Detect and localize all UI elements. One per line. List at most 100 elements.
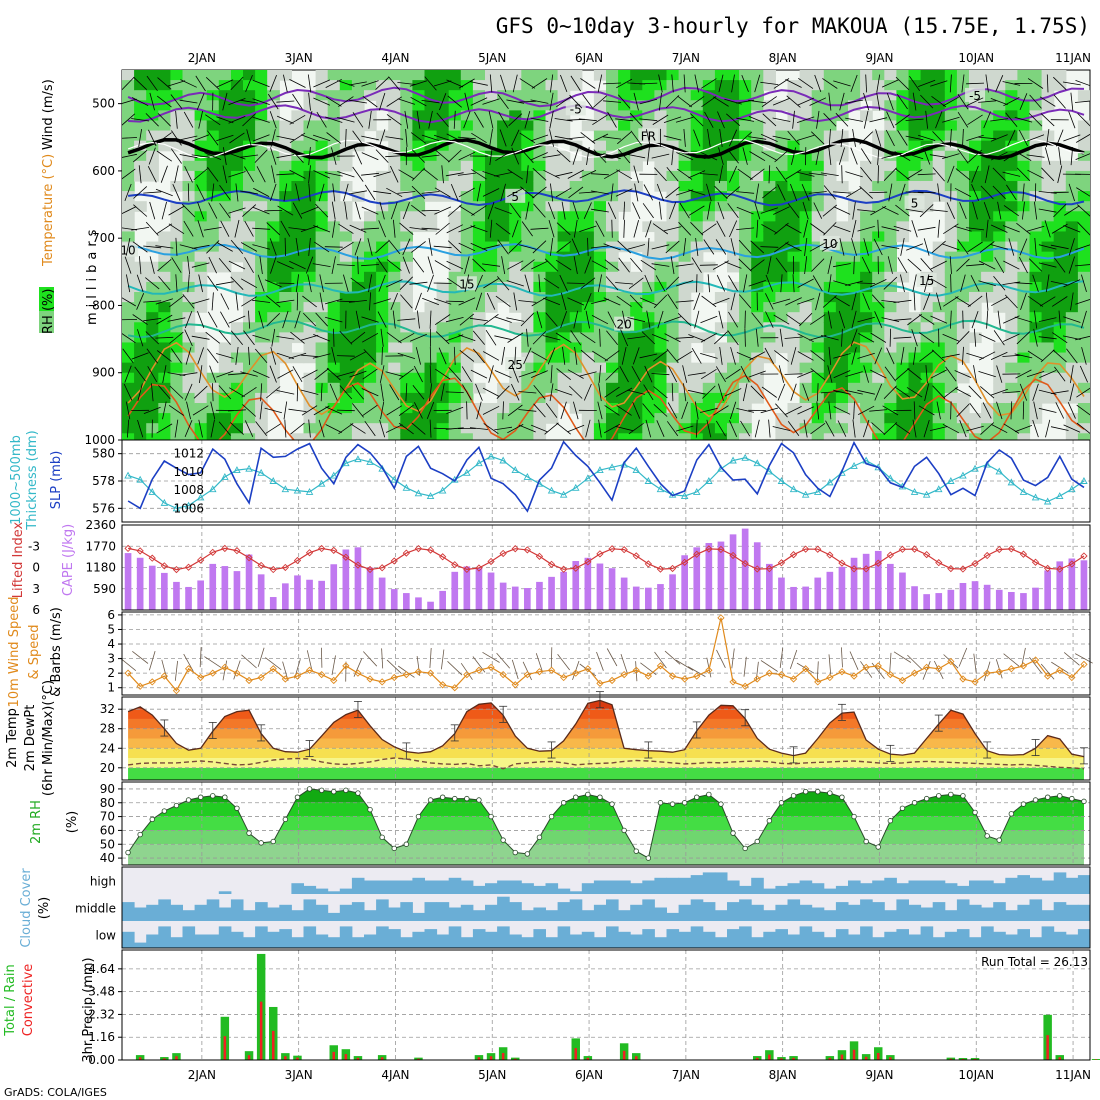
- wind-barb: [580, 349, 595, 363]
- wind-barb: [894, 151, 911, 162]
- wind-barb: [230, 76, 244, 91]
- cape-bar: [874, 550, 882, 610]
- rh-cell: [291, 271, 305, 283]
- rh-cell: [146, 70, 159, 81]
- rh-cell: [569, 322, 583, 333]
- rh-cell: [243, 342, 256, 354]
- wind-barb: [458, 187, 475, 198]
- wind-barb: [809, 97, 827, 106]
- rh-cell: [472, 292, 486, 303]
- rh-cell: [267, 302, 280, 313]
- wind-barb: [749, 151, 766, 162]
- rh-cell: [545, 221, 559, 233]
- wind-barb: [388, 239, 401, 255]
- rh-cell: [460, 382, 474, 394]
- wind-barb: [622, 310, 627, 329]
- rh-cell: [364, 261, 377, 273]
- rh-cell: [944, 231, 958, 243]
- rh-point: [573, 794, 579, 800]
- rh-cell: [1005, 302, 1018, 313]
- rh-point: [512, 849, 518, 856]
- wind-barb: [623, 219, 625, 238]
- wind-barb: [215, 281, 234, 286]
- rh-cell: [134, 352, 147, 364]
- wind-barb: [296, 383, 299, 402]
- rh-cell: [993, 160, 1006, 172]
- wind-barb: [228, 260, 246, 270]
- rh-point: [415, 813, 422, 820]
- wind-barb: [525, 201, 530, 220]
- cape-bar: [499, 582, 507, 610]
- wind-barb: [241, 278, 258, 289]
- wind-barb: [761, 386, 777, 398]
- rh-cell: [448, 100, 462, 111]
- wind-barb: [695, 419, 698, 438]
- rh-cell: [1029, 302, 1043, 313]
- rh-cell: [134, 433, 147, 440]
- wind-barb: [1003, 150, 1020, 162]
- wind-barb: [519, 259, 535, 271]
- temp-band: [128, 700, 1085, 710]
- lifted-index-point: [681, 558, 689, 566]
- wind-barb: [1064, 205, 1080, 216]
- rh-cell: [932, 292, 946, 303]
- wind-barb: [373, 171, 391, 178]
- rh-cell: [279, 261, 292, 273]
- wind-barb: [597, 74, 603, 93]
- wind-barb: [802, 383, 810, 401]
- rh-cell: [327, 90, 341, 101]
- wind-barb: [1053, 94, 1066, 109]
- wind-barb: [883, 167, 897, 181]
- rh-cell: [388, 70, 401, 81]
- wind-barb: [618, 148, 631, 164]
- wind-barb: [242, 113, 256, 127]
- wind-barb: [959, 202, 967, 220]
- wind-barb: [785, 79, 802, 88]
- rh-cell: [206, 251, 220, 263]
- rh-cell: [388, 372, 401, 384]
- wind-barb: [736, 191, 755, 194]
- rh-cell: [811, 251, 825, 263]
- wind-barb: [942, 116, 960, 123]
- rh-cell: [533, 322, 547, 333]
- rh-cell: [194, 392, 208, 404]
- wind10-barb: [849, 651, 859, 670]
- wind-barb: [362, 95, 378, 108]
- wind-barb: [1038, 244, 1057, 250]
- rh-cell: [908, 382, 922, 394]
- rh-cell: [981, 292, 994, 303]
- rh-point: [657, 800, 664, 806]
- rh-cell: [811, 70, 825, 81]
- wind-barb: [693, 129, 701, 147]
- lifted-index-point: [354, 561, 362, 569]
- rh-cell: [472, 221, 486, 233]
- rh-cell: [1005, 181, 1018, 192]
- wind-barb: [727, 203, 739, 219]
- wind-barb: [445, 172, 464, 177]
- rh-cell: [1077, 90, 1090, 101]
- wind-barb: [195, 75, 206, 92]
- wind-barb: [653, 386, 668, 399]
- rh-cell: [158, 90, 171, 101]
- wind-barb: [972, 201, 978, 220]
- wind-barb: [816, 401, 820, 420]
- rh-cell: [243, 211, 256, 222]
- rh-cell: [255, 70, 268, 81]
- rh-cell: [521, 140, 534, 152]
- wind-barb: [671, 74, 674, 93]
- rh-cell: [666, 221, 680, 233]
- wind-barb: [883, 276, 898, 290]
- wind10-point: [898, 676, 907, 685]
- rh-cell: [1005, 90, 1018, 101]
- wind-barb: [1002, 354, 1021, 357]
- wind-barb: [665, 240, 680, 254]
- wind-barb: [385, 371, 404, 377]
- wind-barb: [193, 385, 208, 399]
- rh-cell: [920, 352, 934, 364]
- rh-cell: [606, 70, 619, 81]
- rh-point: [391, 845, 397, 852]
- rh-cell: [230, 403, 244, 414]
- day-label-top: 10JAN: [958, 51, 994, 65]
- wind-barb: [429, 419, 432, 438]
- rh-cell: [182, 140, 196, 152]
